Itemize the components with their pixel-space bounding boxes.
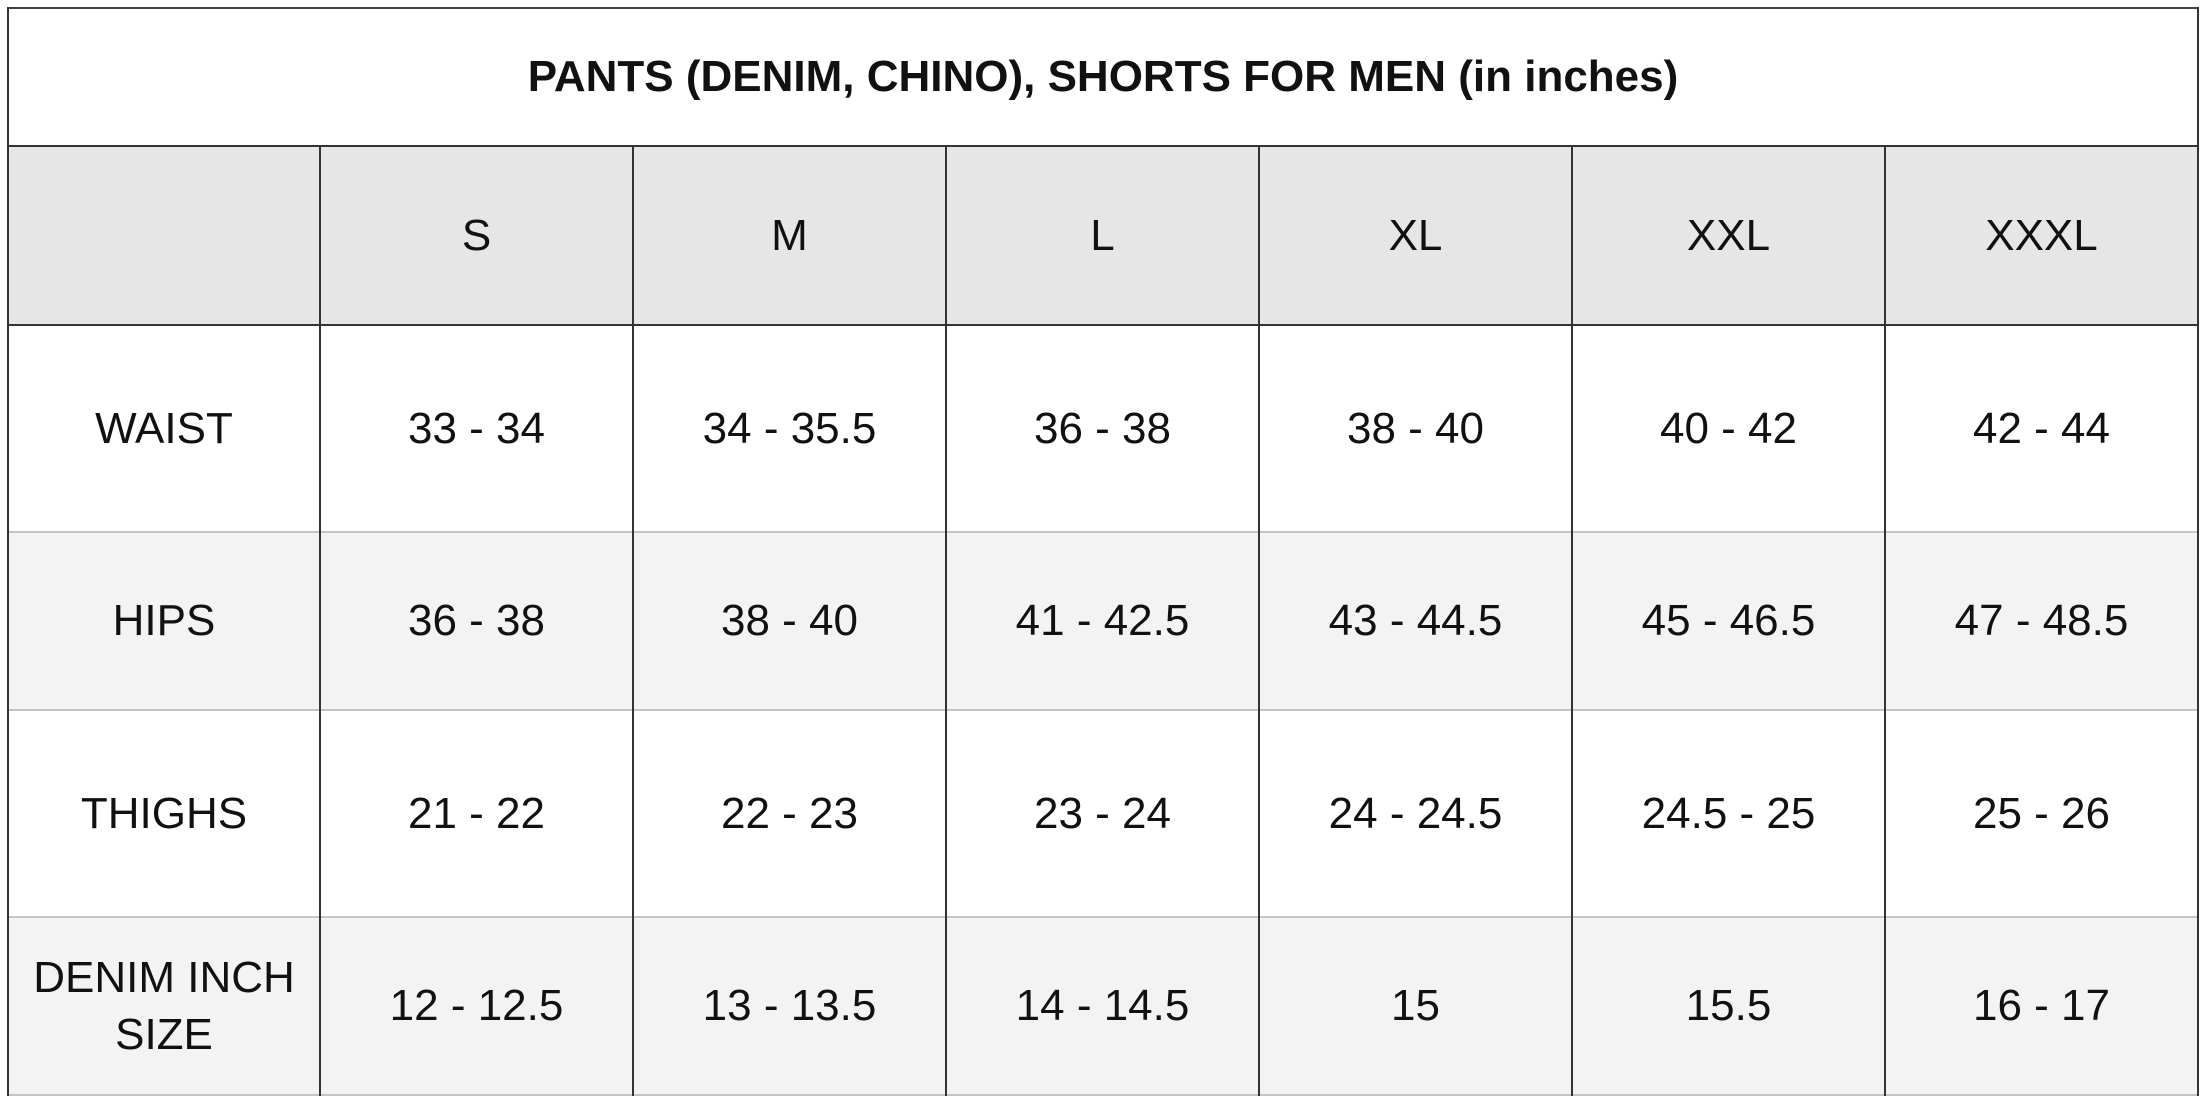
measure-cell: 24.5 - 25 — [1571, 710, 1886, 917]
measure-cell: 25 - 26 — [1884, 710, 2199, 917]
measure-cell: 33 - 34 — [319, 325, 634, 532]
measure-cell: 34 - 35.5 — [632, 325, 947, 532]
measure-cell: 40 - 42 — [1571, 325, 1886, 532]
size-header: S — [319, 146, 634, 325]
measure-cell: 15.5 — [1571, 917, 1886, 1095]
measure-row: DENIM INCH SIZE 12 - 12.5 13 - 13.5 14 - 14… — [7, 917, 2199, 1095]
measure-row: THIGHS 21 - 22 22 - 23 23 - 24 24 - 24.5 24.5… — [7, 710, 2199, 917]
header-row: S M L XL XXL XXXL — [7, 146, 2199, 325]
measure-cell: 43 - 44.5 — [1258, 532, 1573, 710]
row-label: DENIM INCH SIZE — [7, 917, 321, 1095]
measure-cell: 38 - 40 — [1258, 325, 1573, 532]
measure-cell: 36 - 38 — [945, 325, 1260, 532]
size-chart: PANTS (DENIM, CHINO), SHORTS FOR MEN (in… — [7, 7, 2199, 1096]
measure-cell: 15 — [1258, 917, 1573, 1095]
measure-cell: 38 - 40 — [632, 532, 947, 710]
measure-cell: 23 - 24 — [945, 710, 1260, 917]
size-table: PANTS (DENIM, CHINO), SHORTS FOR MEN (in… — [7, 7, 2199, 1096]
measure-cell: 47 - 48.5 — [1884, 532, 2199, 710]
measure-cell: 21 - 22 — [319, 710, 634, 917]
measure-cell: 12 - 12.5 — [319, 917, 634, 1095]
size-header: L — [945, 146, 1260, 325]
row-label: HIPS — [7, 532, 321, 710]
size-header: XXXL — [1884, 146, 2199, 325]
size-header: XXL — [1571, 146, 1886, 325]
measure-cell: 14 - 14.5 — [945, 917, 1260, 1095]
title-row: PANTS (DENIM, CHINO), SHORTS FOR MEN (in… — [7, 8, 2199, 146]
size-header: XL — [1258, 146, 1573, 325]
size-header: M — [632, 146, 947, 325]
measure-cell: 41 - 42.5 — [945, 532, 1260, 710]
table-title: PANTS (DENIM, CHINO), SHORTS FOR MEN (in… — [7, 8, 2199, 146]
row-label: THIGHS — [7, 710, 321, 917]
row-label: WAIST — [7, 325, 321, 532]
measure-row: HIPS 36 - 38 38 - 40 41 - 42.5 43 - 44.5 45 -… — [7, 532, 2199, 710]
corner-cell — [7, 146, 321, 325]
measure-cell: 22 - 23 — [632, 710, 947, 917]
measure-cell: 36 - 38 — [319, 532, 634, 710]
measure-cell: 42 - 44 — [1884, 325, 2199, 532]
measure-cell: 24 - 24.5 — [1258, 710, 1573, 917]
measure-cell: 45 - 46.5 — [1571, 532, 1886, 710]
measure-row: WAIST 33 - 34 34 - 35.5 36 - 38 38 - 40 40 - … — [7, 325, 2199, 532]
measure-cell: 16 - 17 — [1884, 917, 2199, 1095]
measure-cell: 13 - 13.5 — [632, 917, 947, 1095]
